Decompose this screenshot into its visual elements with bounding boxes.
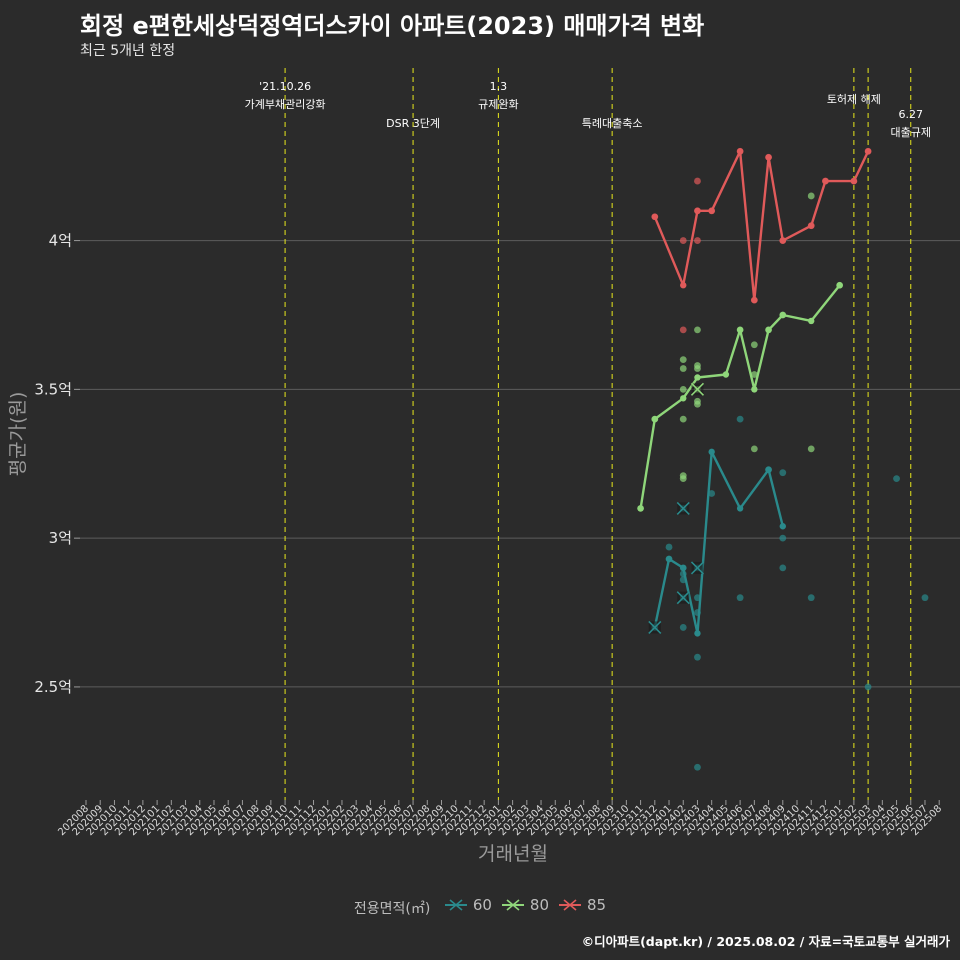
line-point-60 <box>694 630 701 637</box>
data-point-60 <box>694 653 701 661</box>
legend-item-80: 80 <box>501 896 549 914</box>
y-axis-title: 평균가(원) <box>7 392 29 477</box>
chart-title: 회정 e편한세상덕정역더스카이 아파트(2023) 매매가격 변화 <box>80 12 705 40</box>
data-point-60 <box>807 594 815 602</box>
chart-subtitle: 최근 5개년 한정 <box>80 43 176 59</box>
line-point-85 <box>736 148 744 155</box>
line-point-80 <box>779 311 786 319</box>
line-point-85 <box>680 282 687 289</box>
series-line-85 <box>653 150 870 302</box>
data-point-60 <box>893 475 900 483</box>
y-tick-label: 3.5억 <box>34 380 72 398</box>
footer-credit: ©디아파트(dapt.kr) / 2025.08.02 / 자료=국토교통부 실… <box>581 934 950 949</box>
data-point-60 <box>779 564 787 572</box>
data-point-85 <box>694 237 701 244</box>
event-label: 대출규제 <box>891 126 931 139</box>
data-point-80 <box>679 365 687 372</box>
data-point-80 <box>679 415 687 423</box>
data-point-60 <box>736 594 744 602</box>
cross-marker-60 <box>690 561 705 575</box>
line-point-80 <box>808 317 815 325</box>
data-point-60 <box>779 534 787 542</box>
line-point-85 <box>850 177 858 185</box>
event-label: 규제완화 <box>478 98 518 111</box>
y-tick-label: 3억 <box>49 529 72 547</box>
event-label-date: 1.3 <box>490 80 508 93</box>
cross-marker-60 <box>676 591 690 605</box>
y-tick-label: 2.5억 <box>34 678 72 696</box>
line-point-85 <box>779 237 786 244</box>
legend-swatch-85 <box>559 897 581 913</box>
line-point-60 <box>765 466 772 473</box>
data-point-80 <box>679 356 687 364</box>
data-point-60 <box>708 490 716 497</box>
data-point-60 <box>679 624 687 631</box>
line-point-60 <box>680 564 687 572</box>
data-point-85 <box>679 237 687 244</box>
data-point-80 <box>807 192 815 200</box>
line-point-60 <box>779 523 786 530</box>
data-point-80 <box>679 475 687 483</box>
event-label-date: '21.10.26 <box>259 80 311 93</box>
cross-marker-60 <box>676 501 690 515</box>
event-label: DSR 3단계 <box>386 117 440 130</box>
legend-title: 전용면적(㎡) <box>353 901 431 917</box>
line-point-85 <box>694 207 701 215</box>
cross-marker-80 <box>690 382 705 396</box>
line-point-85 <box>708 207 715 215</box>
data-point-80 <box>750 371 758 378</box>
x-axis-title: 거래년월 <box>478 843 548 865</box>
line-point-60 <box>708 448 715 456</box>
data-point-85 <box>679 326 687 334</box>
y-tick-label: 4억 <box>49 232 72 250</box>
line-point-85 <box>864 148 872 155</box>
data-point-60 <box>665 543 673 551</box>
legend-label: 80 <box>529 896 549 914</box>
data-point-60 <box>864 683 872 691</box>
line-point-85 <box>765 154 772 161</box>
line-point-80 <box>765 326 772 334</box>
line-point-85 <box>822 177 829 185</box>
legend-swatch-60 <box>444 897 467 913</box>
data-point-80 <box>694 326 701 334</box>
event-label: 가계부채관리강화 <box>245 98 326 111</box>
legend-swatch-80 <box>501 897 524 913</box>
cross-marker-60 <box>648 620 662 634</box>
line-point-80 <box>651 415 659 423</box>
line-point-85 <box>751 296 758 304</box>
data-point-60 <box>736 415 744 423</box>
data-point-80 <box>694 400 701 408</box>
data-point-85 <box>694 177 701 185</box>
event-label: 토허제 해제 <box>827 92 881 106</box>
data-point-80 <box>750 445 758 453</box>
line-point-60 <box>736 505 744 512</box>
line-point-80 <box>751 386 758 393</box>
event-label-date: 6.27 <box>899 108 924 121</box>
data-point-60 <box>694 763 701 771</box>
line-point-80 <box>722 371 730 378</box>
data-point-80 <box>807 445 815 453</box>
event-label: 특례대출축소 <box>582 117 643 130</box>
legend-label: 85 <box>587 896 607 914</box>
legend-item-60: 60 <box>444 896 492 914</box>
line-point-80 <box>736 326 744 334</box>
line-point-85 <box>808 222 815 229</box>
line-point-85 <box>651 213 659 220</box>
line-point-80 <box>637 505 644 512</box>
data-point-80 <box>750 341 758 349</box>
series-line-60 <box>653 450 784 635</box>
data-point-60 <box>921 594 929 602</box>
line-point-60 <box>665 555 673 563</box>
legend-label: 60 <box>472 896 492 914</box>
legend: 전용면적(㎡) 60 80 85 <box>0 896 960 918</box>
line-point-80 <box>680 395 687 402</box>
legend-item-85: 85 <box>559 896 606 914</box>
line-point-80 <box>694 374 701 381</box>
data-point-80 <box>694 365 701 372</box>
data-point-80 <box>679 385 687 393</box>
data-point-60 <box>779 469 787 477</box>
line-point-80 <box>836 282 843 289</box>
